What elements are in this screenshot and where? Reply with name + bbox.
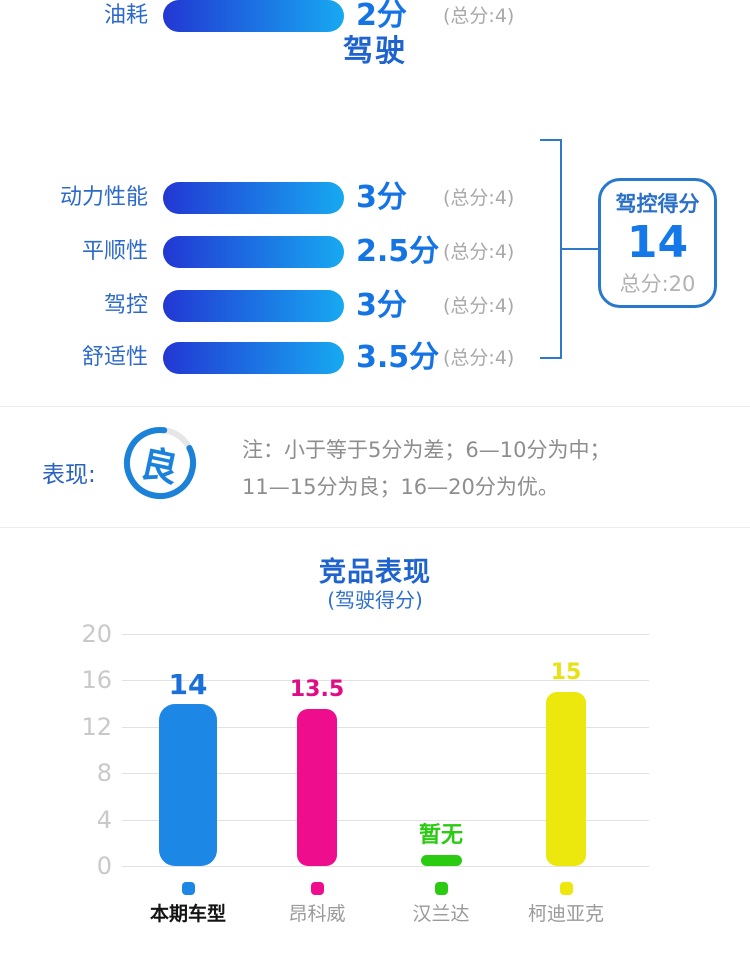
score-total-label: (总分:4) [443,295,515,317]
chart-bar [297,709,337,866]
chart-ytick-label: 16 [81,666,112,695]
chart-bar [159,703,217,866]
score-row-label: 驾控 [103,293,148,318]
score-row-power: 动力性能 3分 (总分:4) [0,182,750,214]
score-row-label: 平顺性 [81,239,148,264]
chart-ytick-label: 12 [81,712,112,741]
score-total-label: (总分:4) [443,187,515,209]
chart-gridline [122,680,649,682]
summary-total: 总分:20 [619,272,696,296]
chart-bar-value-label: 暂无 [418,823,463,848]
score-value: 2分 [356,0,407,33]
score-row-smoothness: 平顺性 2.5分 (总分:4) [0,236,750,268]
chart-ytick-label: 20 [81,620,112,648]
score-bar [163,342,344,374]
summary-score-box: 驾控得分 14 总分:20 [598,178,717,308]
chart-bar [546,692,586,866]
score-row-handling: 驾控 3分 (总分:4) [0,290,750,322]
competitor-chart: 竞品表现 (驾驶得分) 20 16 12 8 4 0 14 本期车型 13.5 昂科威 暂无汉兰达 1… [0,528,750,969]
chart-gridline [122,773,649,775]
chart-ytick-label: 8 [96,759,112,788]
category-label: 昂科威 [288,903,346,925]
category-label: 汉兰达 [412,903,470,925]
bracket-tick-top [540,139,562,141]
score-value: 2.5分 [356,234,440,269]
bracket-connector [562,248,598,250]
score-bar [163,182,344,214]
chart-subtitle: (驾驶得分) [327,588,423,612]
chart-title: 竞品表现 [319,557,431,588]
legend-marker [434,882,448,895]
score-total-label: (总分:4) [443,241,515,263]
score-row-label: 动力性能 [59,185,148,210]
page-title: 驾驶 [343,34,407,69]
chart-bar-value-label: 14 [168,667,208,701]
grading-note: 注：小于等于5分为差；6—10分为中； 11—15分为良；16—20分为优。 [242,432,610,506]
summary-value: 14 [626,217,689,268]
score-value: 3分 [356,288,407,323]
legend-marker [559,882,573,895]
bracket-tick-bottom [540,357,562,359]
chart-ytick-label: 0 [96,852,112,880]
chart-bar [420,855,462,866]
score-row-comfort: 舒适性 3.5分 (总分:4) [0,342,750,374]
summary-title: 驾控得分 [615,192,700,216]
score-bar [163,236,344,268]
grade-badge: 良 [122,425,198,501]
chart-gridline [122,726,649,728]
category-label: 柯迪亚克 [527,903,604,925]
score-row-label: 油耗 [103,3,148,28]
grade-text: 良 [136,441,182,492]
grading-note-line1: 注：小于等于5分为差；6—10分为中； [242,438,611,462]
score-bar [163,290,344,322]
score-total-label: (总分:4) [443,347,515,369]
chart-bar-value-label: 15 [550,660,582,685]
score-row-label: 舒适性 [81,345,148,370]
chart-gridline [122,819,649,821]
chart-gridline [122,866,649,867]
performance-strip: 表现: 良 注：小于等于5分为差；6—10分为中； 11—15分为良；16—20… [0,406,750,528]
category-label: 本期车型 [149,903,226,925]
legend-marker [310,882,324,895]
legend-marker [181,882,195,895]
chart-ytick-label: 4 [96,805,112,834]
chart-bar-value-label: 13.5 [289,677,345,703]
grading-note-line2: 11—15分为良；16—20分为优。 [242,475,559,499]
score-row-fuel: 油耗 2分 (总分:4) [0,0,750,32]
score-value: 3.5分 [356,340,440,375]
chart-gridline [122,634,649,635]
score-bar [163,0,344,32]
score-value: 3分 [356,180,407,215]
bracket-vertical-line [560,139,562,359]
score-total-label: (总分:4) [443,5,515,27]
performance-label: 表现: [42,462,96,488]
grade-ring-icon [124,427,196,499]
